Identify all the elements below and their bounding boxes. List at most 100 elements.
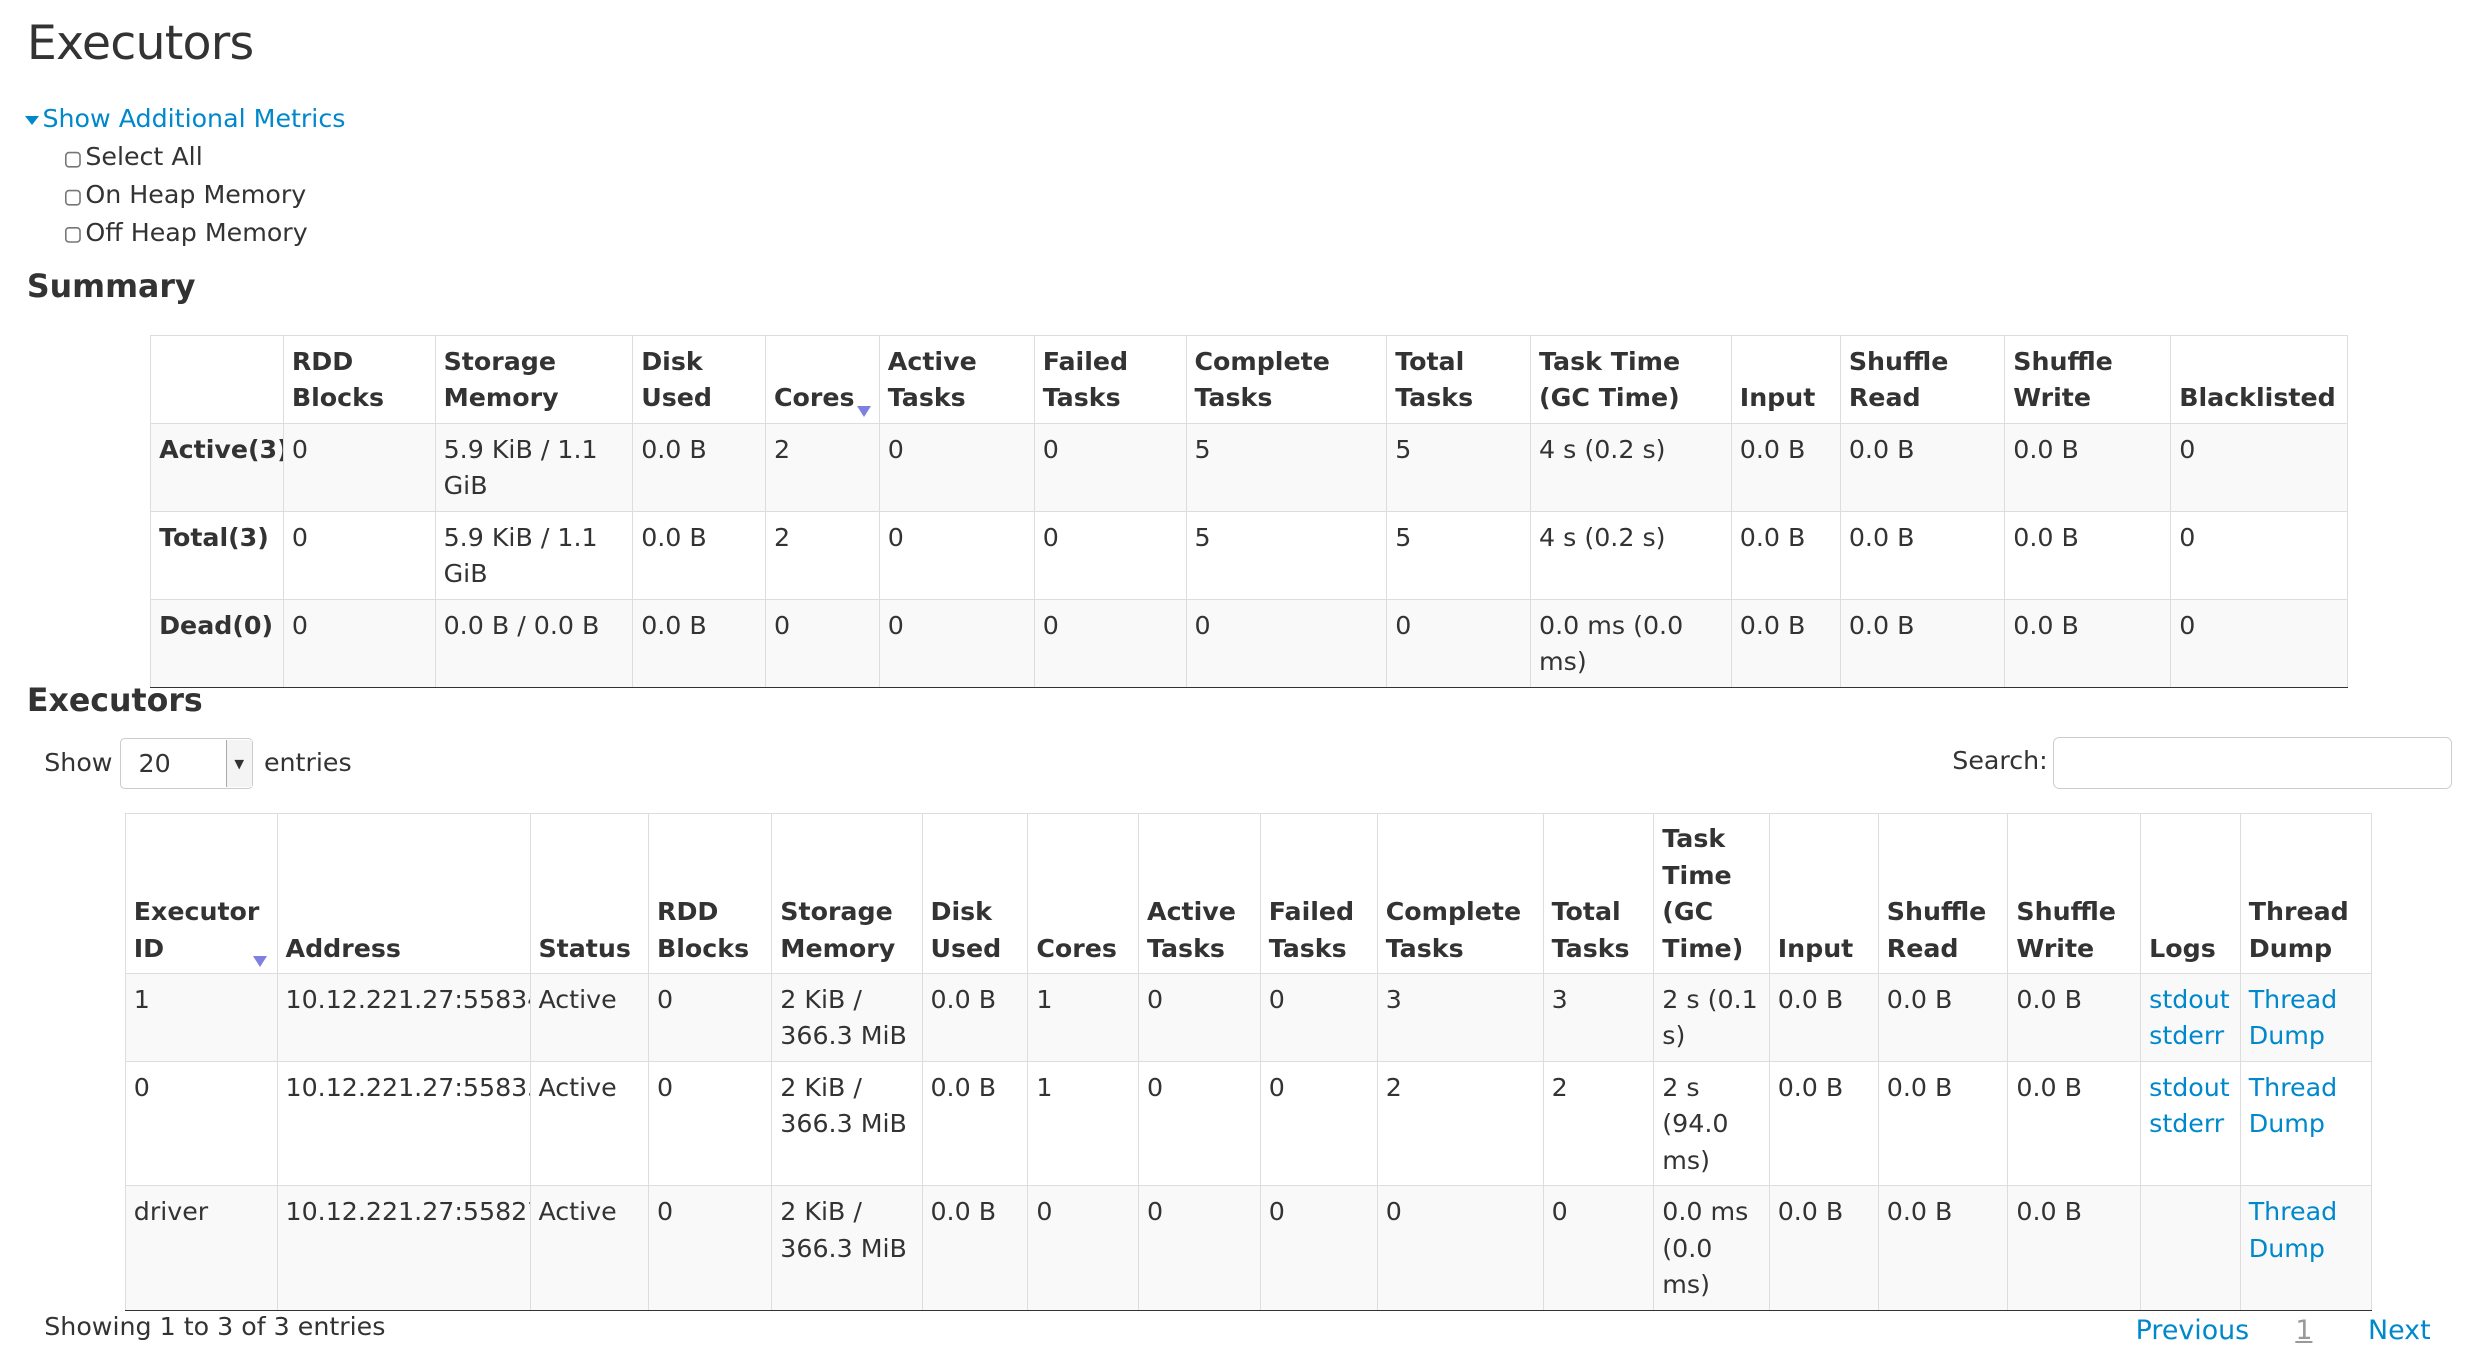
page-1-link[interactable]: 1 bbox=[2295, 1315, 2313, 1347]
executor-row: driver 10.12.221.27:55827 Active 0 2 KiB / 3… bbox=[124, 1185, 2373, 1311]
column-header-disk-used[interactable]: Disk Used bbox=[921, 812, 1029, 975]
column-header-storage-memory[interactable]: Storage Memory bbox=[771, 812, 923, 975]
column-header-rdd-blocks[interactable]: RDD Blocks bbox=[282, 335, 436, 425]
show-additional-metrics-toggle[interactable]: Show Additional Metrics bbox=[25, 104, 345, 133]
column-header-total-tasks[interactable]: Total Tasks bbox=[1386, 335, 1532, 425]
checkbox-label: On Heap Memory bbox=[85, 180, 307, 210]
column-header-blank[interactable] bbox=[150, 335, 284, 425]
column-header-logs[interactable]: Logs bbox=[2140, 812, 2241, 975]
column-header-cores[interactable]: Cores bbox=[765, 335, 880, 425]
summary-cell: 0.0 B bbox=[632, 510, 767, 600]
summary-cell: 4 s (0.2 s) bbox=[1530, 510, 1732, 600]
dropdown-arrow-icon[interactable]: ▼ bbox=[225, 739, 252, 788]
executor-cell: 0 bbox=[648, 1061, 773, 1187]
next-page-link[interactable]: Next bbox=[2368, 1315, 2431, 1347]
entries-label: entries bbox=[263, 747, 352, 777]
column-header-task-time-gc-time[interactable]: Task Time (GC Time) bbox=[1530, 335, 1732, 425]
checkbox-label: Select All bbox=[85, 142, 203, 172]
column-header-complete-tasks[interactable]: Complete Tasks bbox=[1376, 812, 1544, 975]
executor-cell: 0 bbox=[648, 1185, 773, 1311]
summary-cell: 0 bbox=[2170, 510, 2349, 600]
previous-page-link[interactable]: Previous bbox=[2135, 1315, 2250, 1347]
column-header-rdd-blocks[interactable]: RDD Blocks bbox=[648, 812, 773, 975]
executor-cell: 0.0 B bbox=[2007, 973, 2142, 1063]
page-size-select[interactable]: 20 ▼ bbox=[120, 738, 253, 789]
caret-down-icon bbox=[25, 115, 40, 125]
off-heap-memory-input[interactable] bbox=[64, 227, 83, 245]
executor-row: 1 10.12.221.27:55834 Active 0 2 KiB / 366.3 … bbox=[124, 973, 2373, 1063]
thread-dump-cell: Thread Dump bbox=[2239, 1185, 2373, 1311]
column-header-active-tasks[interactable]: Active Tasks bbox=[878, 335, 1035, 425]
summary-cell: 0.0 B / 0.0 B bbox=[434, 598, 634, 688]
executor-cell: 0.0 B bbox=[1877, 1185, 2009, 1311]
executor-cell: 1 bbox=[124, 973, 278, 1063]
executor-cell: 0.0 B bbox=[1877, 973, 2009, 1063]
thread-dump-link[interactable]: Thread Dump bbox=[2248, 1197, 2338, 1263]
logs-cell bbox=[2140, 1185, 2241, 1311]
summary-cell: 0.0 B bbox=[632, 598, 767, 688]
column-header-complete-tasks[interactable]: Complete Tasks bbox=[1185, 335, 1388, 425]
executor-cell: 0.0 B bbox=[1877, 1061, 2009, 1187]
thread-dump-link[interactable]: Thread Dump bbox=[2248, 1072, 2338, 1139]
stderr-link[interactable]: stderr bbox=[2149, 1021, 2225, 1051]
executor-cell: 2 s (0.1 s) bbox=[1653, 973, 1770, 1063]
off-heap-memory-checkbox[interactable]: Off Heap Memory bbox=[64, 218, 308, 248]
column-header-active-tasks[interactable]: Active Tasks bbox=[1138, 812, 1261, 975]
executor-cell: 0.0 B bbox=[1768, 1185, 1879, 1311]
summary-cell: 0.0 B bbox=[632, 423, 767, 512]
column-header-shuffle-write[interactable]: Shuffle Write bbox=[2004, 335, 2172, 425]
summary-cell: 0 bbox=[1185, 598, 1388, 688]
column-header-input[interactable]: Input bbox=[1768, 812, 1879, 975]
stdout-link[interactable]: stdout bbox=[2149, 985, 2230, 1015]
column-header-failed-tasks[interactable]: Failed Tasks bbox=[1259, 812, 1378, 975]
summary-cell: 5.9 KiB / 1.1 GiB bbox=[434, 423, 634, 512]
stderr-link[interactable]: stderr bbox=[2149, 1109, 2225, 1139]
table-info: Showing 1 to 3 of 3 entries bbox=[44, 1312, 386, 1342]
column-header-storage-memory[interactable]: Storage Memory bbox=[434, 335, 634, 425]
column-header-blacklisted[interactable]: Blacklisted bbox=[2170, 335, 2349, 425]
executor-cell: driver bbox=[124, 1185, 278, 1311]
summary-cell: 0.0 ms (0.0 ms) bbox=[1530, 598, 1732, 688]
select-all-input[interactable] bbox=[64, 151, 83, 169]
show-label: Show bbox=[44, 747, 113, 777]
stdout-link[interactable]: stdout bbox=[2149, 1072, 2230, 1102]
column-header-address[interactable]: Address bbox=[276, 812, 531, 975]
column-header-disk-used[interactable]: Disk Used bbox=[632, 335, 767, 425]
executor-cell: Active bbox=[529, 1185, 650, 1311]
column-header-executor-id[interactable]: Executor ID bbox=[124, 812, 278, 975]
summary-cell: 5 bbox=[1185, 423, 1388, 512]
executor-cell: Active bbox=[529, 973, 650, 1063]
column-header-input[interactable]: Input bbox=[1730, 335, 1841, 425]
column-header-shuffle-write[interactable]: Shuffle Write bbox=[2007, 812, 2142, 975]
column-header-cores[interactable]: Cores bbox=[1027, 812, 1140, 975]
thread-dump-link[interactable]: Thread Dump bbox=[2248, 985, 2338, 1051]
executor-cell: 3 bbox=[1376, 973, 1544, 1063]
executor-cell: 0 bbox=[1138, 1185, 1261, 1311]
summary-cell: 5 bbox=[1185, 510, 1388, 600]
column-header-total-tasks[interactable]: Total Tasks bbox=[1542, 812, 1655, 975]
select-all-checkbox[interactable]: Select All bbox=[64, 142, 203, 172]
summary-cell: 4 s (0.2 s) bbox=[1530, 423, 1732, 512]
executor-cell: 10.12.221.27:55835 bbox=[276, 1061, 531, 1187]
executor-cell: 0 bbox=[1138, 1061, 1261, 1187]
column-header-failed-tasks[interactable]: Failed Tasks bbox=[1033, 335, 1187, 425]
column-header-status[interactable]: Status bbox=[529, 812, 650, 975]
search-input[interactable] bbox=[2053, 736, 2452, 789]
checkbox-label: Off Heap Memory bbox=[85, 218, 308, 248]
page-size-value: 20 bbox=[138, 749, 171, 778]
summary-cell: 0 bbox=[282, 423, 436, 512]
row-label: Active(3) bbox=[150, 423, 284, 512]
executor-cell: 0 bbox=[1259, 1185, 1378, 1311]
summary-cell: 2 bbox=[765, 510, 880, 600]
on-heap-memory-checkbox[interactable]: On Heap Memory bbox=[64, 180, 307, 210]
column-header-thread-dump[interactable]: Thread Dump bbox=[2239, 812, 2373, 975]
executors-table: Executor ID Address Status RDD Blocks Storag… bbox=[124, 812, 2373, 1311]
column-header-task-time-gc-time[interactable]: Task Time (GC Time) bbox=[1653, 812, 1770, 975]
column-header-shuffle-read[interactable]: Shuffle Read bbox=[1839, 335, 2006, 425]
on-heap-memory-input[interactable] bbox=[64, 189, 83, 207]
executor-cell: 10.12.221.27:55834 bbox=[276, 973, 531, 1063]
executor-cell: 0.0 B bbox=[921, 1185, 1029, 1311]
executor-cell: 2 KiB / 366.3 MiB bbox=[771, 1061, 923, 1187]
column-header-shuffle-read[interactable]: Shuffle Read bbox=[1877, 812, 2009, 975]
executor-cell: 0 bbox=[1376, 1185, 1544, 1311]
